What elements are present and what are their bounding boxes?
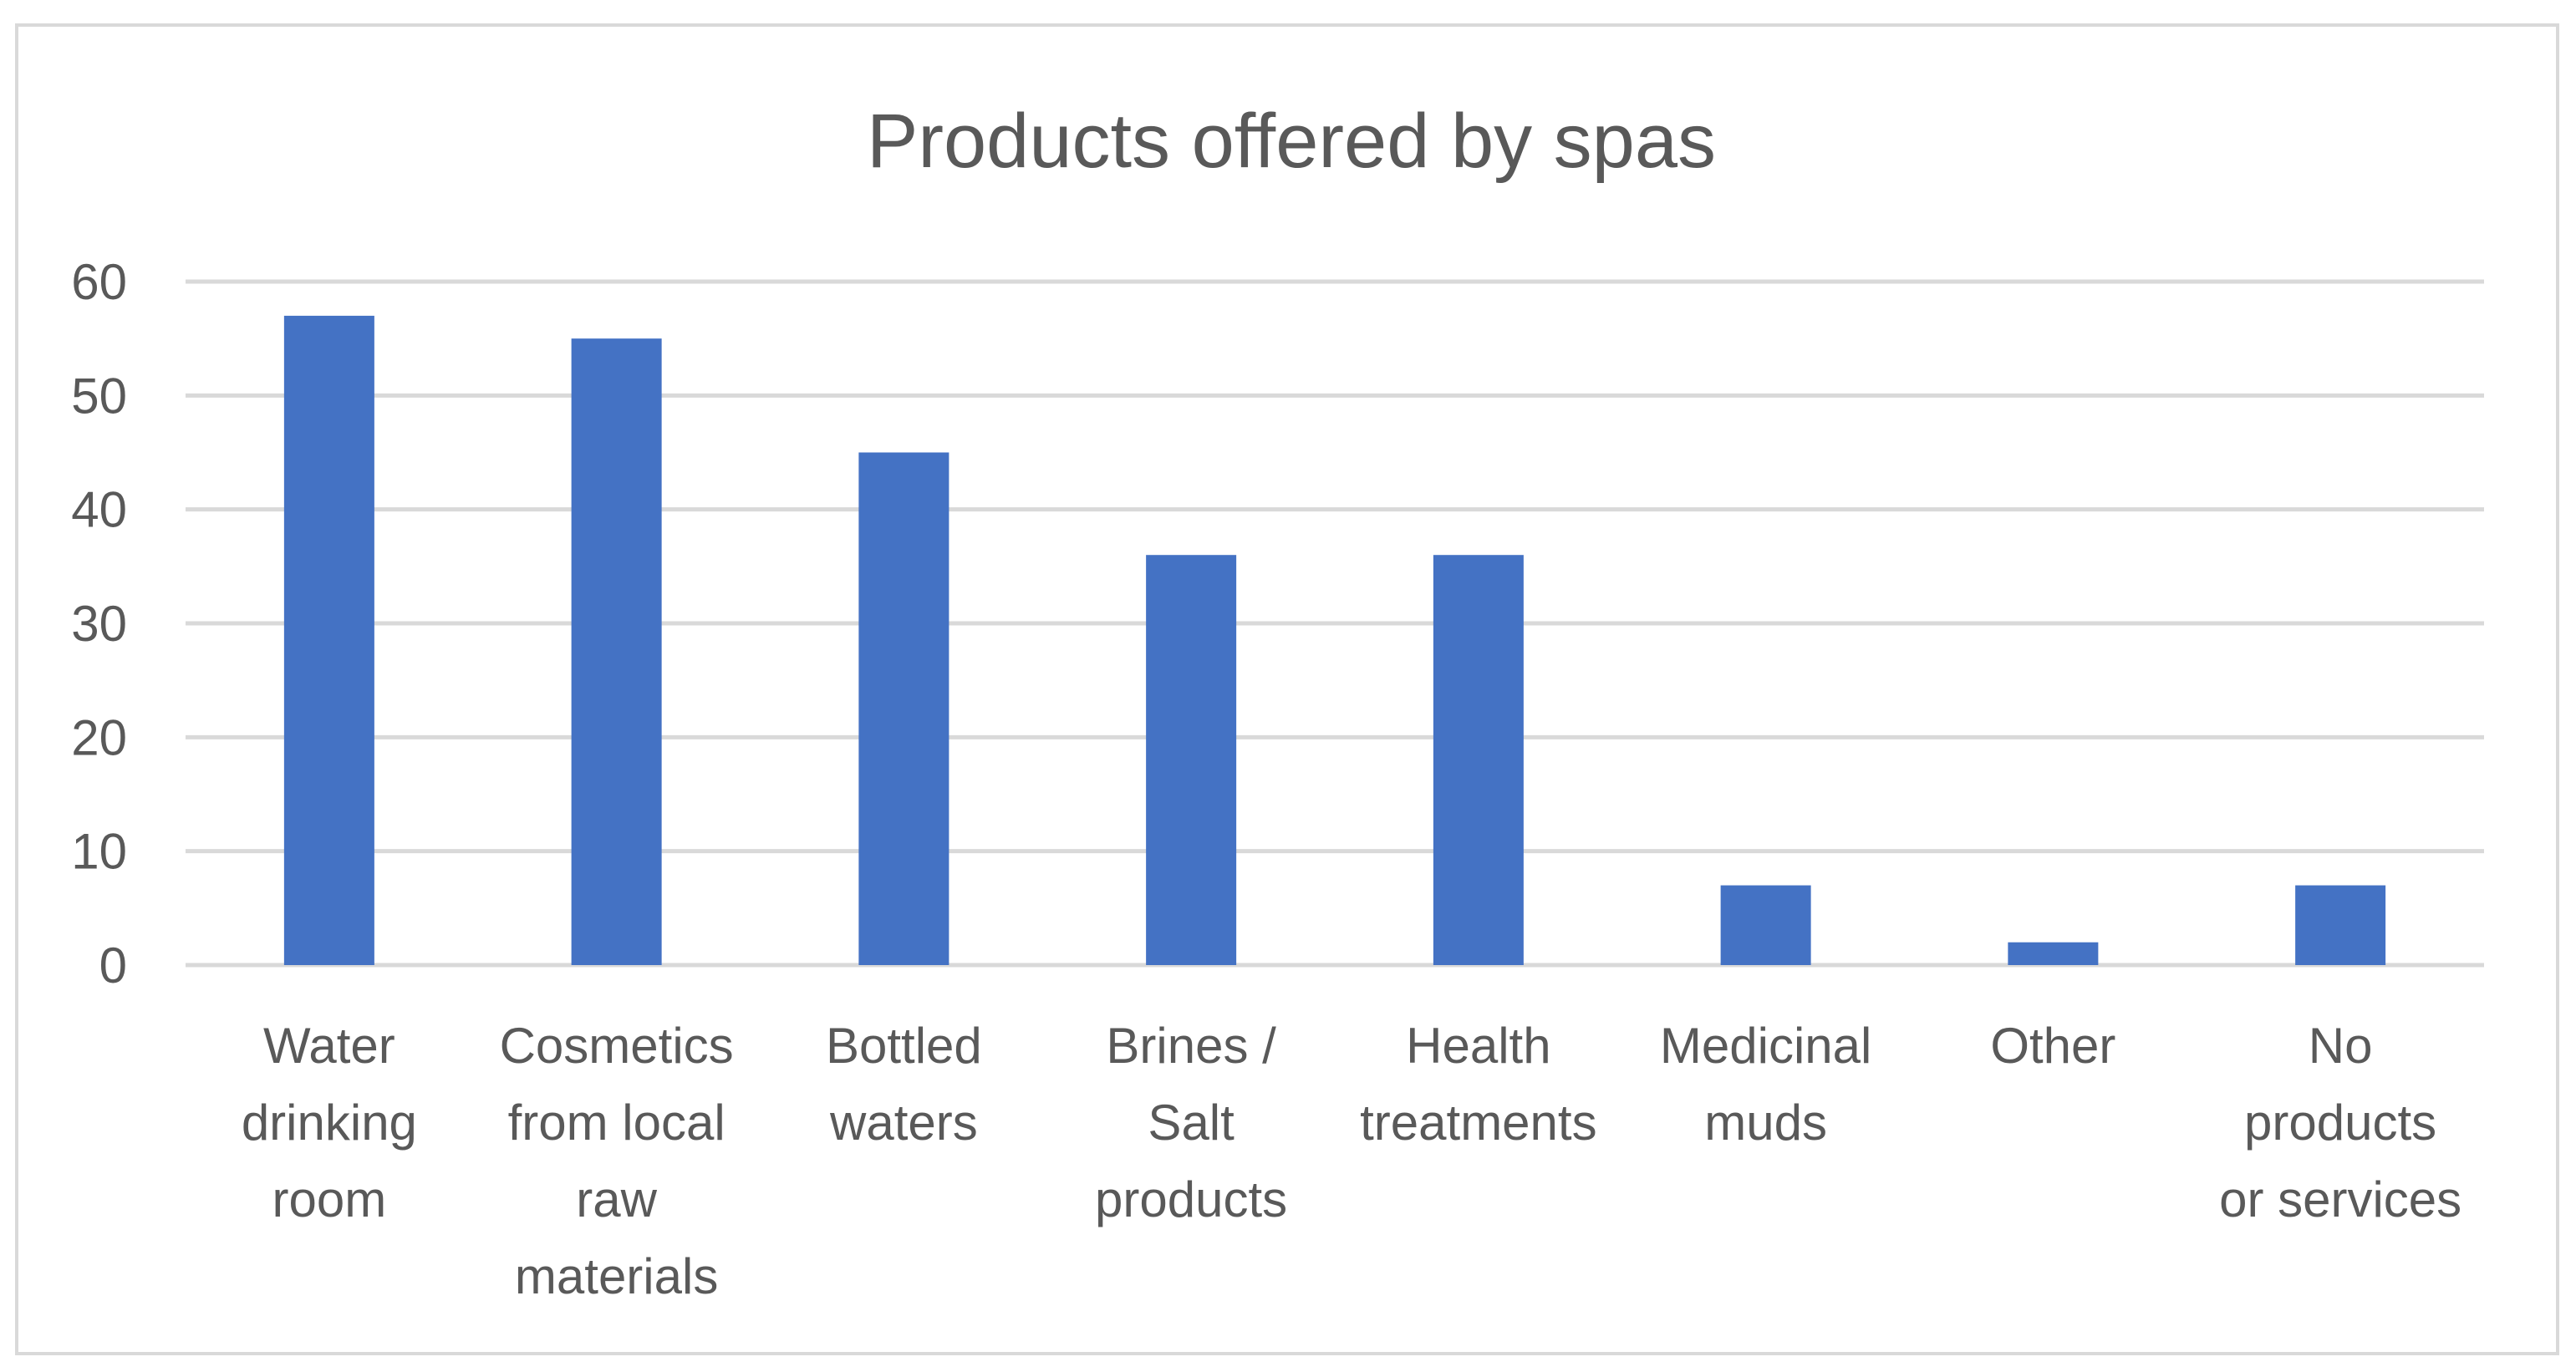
gridlines [186, 279, 2484, 968]
x-category-label-line: products [1095, 1171, 1287, 1227]
y-tick-label: 20 [71, 709, 127, 765]
x-category-label: No products or services [2219, 1018, 2461, 1227]
y-tick-label: 0 [99, 938, 127, 993]
y-tick-label: 30 [71, 596, 127, 652]
x-category-label-line: muds [1704, 1095, 1827, 1151]
bar [2295, 885, 2386, 965]
bar [571, 338, 662, 966]
x-category-label: Medicinal muds [1660, 1018, 1871, 1151]
x-category-label-line: Health [1406, 1018, 1550, 1074]
y-tick-label: 10 [71, 824, 127, 880]
y-axis-ticks: 0 10 20 30 40 50 60 [71, 254, 127, 993]
x-category-label-line: Medicinal [1660, 1018, 1871, 1074]
x-category-label: Bottled waters [826, 1018, 982, 1151]
x-category-label: Other [1990, 1018, 2115, 1074]
bars [283, 315, 2386, 966]
x-category-label-line: room [272, 1171, 387, 1227]
x-category-label-line: raw [576, 1171, 657, 1227]
bar [2008, 942, 2099, 965]
bar [283, 315, 374, 965]
bar [1146, 555, 1237, 965]
x-category-label: Health treatments [1360, 1018, 1596, 1151]
x-category-label-line: waters [829, 1095, 978, 1151]
x-category-label: Water drinking room [242, 1018, 417, 1227]
x-category-label-line: or services [2219, 1171, 2461, 1227]
bar [1720, 885, 1811, 965]
chart-frame [15, 23, 2559, 1355]
x-category-label-line: from local [508, 1095, 725, 1151]
y-tick-label: 40 [71, 482, 127, 538]
bar [1433, 555, 1524, 965]
x-category-label-line: Water [263, 1018, 395, 1074]
y-tick-label: 60 [71, 254, 127, 310]
x-category-label-line: drinking [242, 1095, 417, 1151]
x-category-label-line: Other [1990, 1018, 2115, 1074]
x-category-label-line: Cosmetics [500, 1018, 734, 1074]
x-category-label-line: Salt [1148, 1095, 1235, 1151]
bar [858, 452, 949, 965]
x-category-label: Cosmetics from local raw materials [500, 1018, 734, 1304]
y-tick-label: 50 [71, 368, 127, 424]
x-category-label-line: Brines / [1106, 1018, 1276, 1074]
chart-title: Products offered by spas [867, 99, 1716, 184]
x-category-label-line: materials [515, 1248, 718, 1304]
x-category-label-line: treatments [1360, 1095, 1596, 1151]
x-category-label-line: Bottled [826, 1018, 982, 1074]
x-category-label-line: products [2244, 1095, 2436, 1151]
x-category-label: Brines / Salt products [1095, 1018, 1287, 1227]
x-category-label-line: No [2309, 1018, 2373, 1074]
x-axis-categories: Water drinking room Cosmetics from local raw m… [242, 1018, 2461, 1304]
